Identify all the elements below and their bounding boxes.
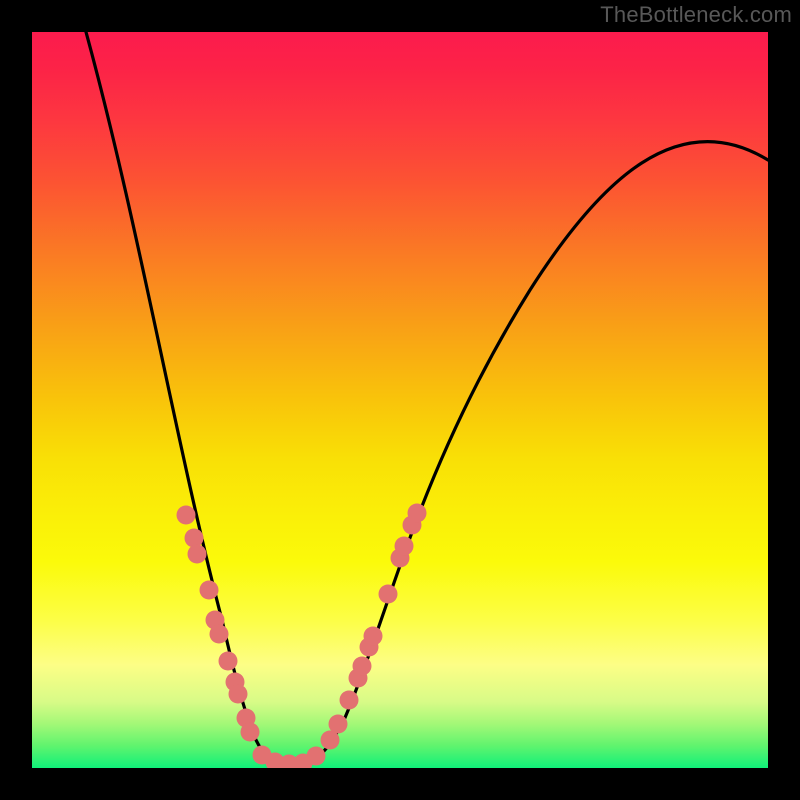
data-marker — [177, 506, 196, 525]
data-marker — [185, 529, 204, 548]
data-marker — [329, 715, 348, 734]
data-marker — [200, 581, 219, 600]
plot-background — [32, 32, 768, 768]
chart-svg — [0, 0, 800, 800]
data-marker — [241, 723, 260, 742]
data-marker — [353, 657, 372, 676]
data-marker — [210, 625, 229, 644]
data-marker — [219, 652, 238, 671]
data-marker — [188, 545, 207, 564]
attribution-label: TheBottleneck.com — [600, 2, 792, 28]
data-marker — [408, 504, 427, 523]
data-marker — [379, 585, 398, 604]
data-marker — [229, 685, 248, 704]
data-marker — [307, 747, 326, 766]
data-marker — [364, 627, 383, 646]
data-marker — [395, 537, 414, 556]
data-marker — [340, 691, 359, 710]
chart-container: TheBottleneck.com — [0, 0, 800, 800]
